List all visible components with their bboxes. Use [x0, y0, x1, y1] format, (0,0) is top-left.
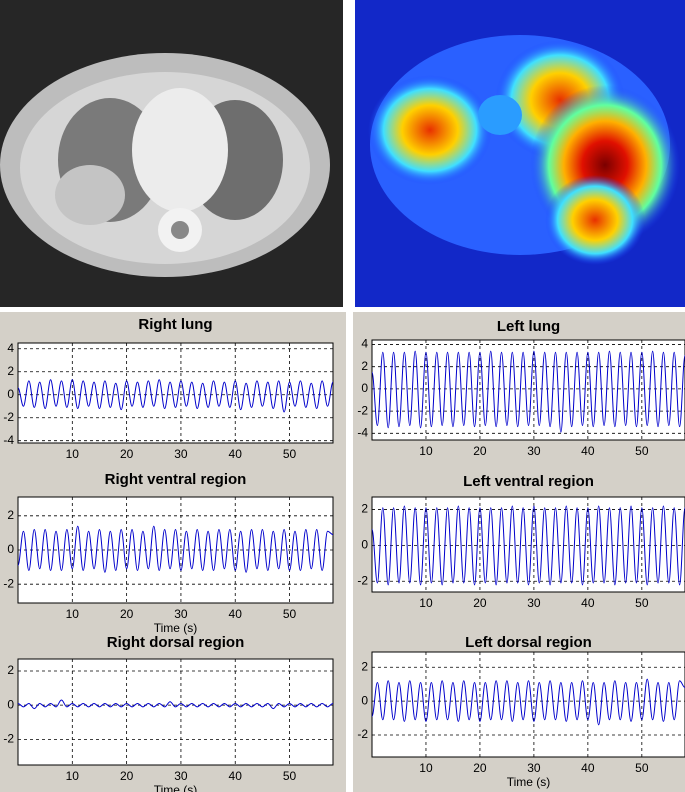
x-axis-label: Time (s) [154, 621, 198, 635]
x-tick-label: 10 [66, 769, 80, 783]
x-tick-label: 10 [419, 761, 433, 775]
x-tick-label: 40 [581, 444, 595, 458]
y-tick-label: 4 [7, 341, 14, 355]
x-tick-label: 20 [120, 607, 134, 621]
chart-title: Left dorsal region [465, 634, 592, 651]
x-tick-label: 30 [174, 607, 188, 621]
y-tick-label: 2 [361, 359, 368, 373]
y-tick-label: 2 [7, 364, 14, 378]
x-tick-label: 20 [120, 447, 134, 461]
chart-title: Left lung [497, 318, 560, 335]
x-axis-label: Time (s) [507, 775, 551, 789]
x-tick-label: 20 [473, 444, 487, 458]
y-tick-label: 0 [361, 693, 368, 707]
x-tick-label: 10 [419, 444, 433, 458]
signal-line [17, 525, 334, 573]
signal-line [17, 699, 334, 710]
y-tick-label: 4 [361, 337, 368, 351]
y-tick-label: 0 [7, 697, 14, 711]
y-tick-label: 0 [7, 387, 14, 401]
x-tick-label: 40 [229, 447, 243, 461]
ct-image [0, 0, 343, 307]
x-tick-label: 50 [635, 596, 649, 610]
plot-area [17, 658, 334, 766]
x-axis-label: Time (s) [154, 783, 198, 792]
plot-area [371, 339, 685, 441]
chart-title: Right ventral region [105, 471, 247, 488]
x-tick-label: 20 [120, 769, 134, 783]
y-tick-label: 2 [7, 663, 14, 677]
y-tick-label: 2 [361, 502, 368, 516]
x-tick-label: 40 [229, 769, 243, 783]
y-tick-label: 0 [361, 381, 368, 395]
x-tick-label: 40 [229, 607, 243, 621]
x-tick-label: 30 [527, 761, 541, 775]
x-tick-label: 20 [473, 761, 487, 775]
signal-line [371, 678, 685, 726]
y-tick-label: 0 [361, 538, 368, 552]
plot-area [371, 496, 685, 593]
x-tick-label: 50 [283, 769, 297, 783]
x-tick-label: 30 [174, 769, 188, 783]
x-tick-label: 30 [174, 447, 188, 461]
signal-line [371, 350, 685, 433]
y-tick-label: 2 [7, 508, 14, 522]
x-tick-label: 40 [581, 596, 595, 610]
chart-title: Right lung [138, 316, 212, 333]
signal-line [17, 379, 334, 413]
y-tick-label: -2 [3, 732, 14, 746]
x-tick-label: 10 [66, 447, 80, 461]
y-tick-label: -2 [3, 576, 14, 590]
signal-line [371, 505, 685, 586]
chart-title: Left ventral region [463, 473, 594, 490]
x-tick-label: 10 [419, 596, 433, 610]
y-tick-label: -4 [3, 433, 14, 447]
x-tick-label: 50 [283, 447, 297, 461]
y-tick-label: -4 [357, 426, 368, 440]
y-tick-label: -2 [357, 573, 368, 587]
plot-area [371, 651, 685, 758]
plot-area [17, 342, 334, 444]
y-tick-label: -2 [357, 727, 368, 741]
x-tick-label: 50 [635, 761, 649, 775]
x-tick-label: 10 [66, 607, 80, 621]
x-tick-label: 30 [527, 444, 541, 458]
y-tick-label: -2 [357, 403, 368, 417]
y-tick-label: 2 [361, 659, 368, 673]
chart-title: Right dorsal region [107, 634, 245, 651]
y-tick-label: 0 [7, 542, 14, 556]
x-tick-label: 40 [581, 761, 595, 775]
eit-image [355, 0, 685, 307]
x-tick-label: 50 [283, 607, 297, 621]
x-tick-label: 20 [473, 596, 487, 610]
x-tick-label: 50 [635, 444, 649, 458]
y-tick-label: -2 [3, 410, 14, 424]
x-tick-label: 30 [527, 596, 541, 610]
